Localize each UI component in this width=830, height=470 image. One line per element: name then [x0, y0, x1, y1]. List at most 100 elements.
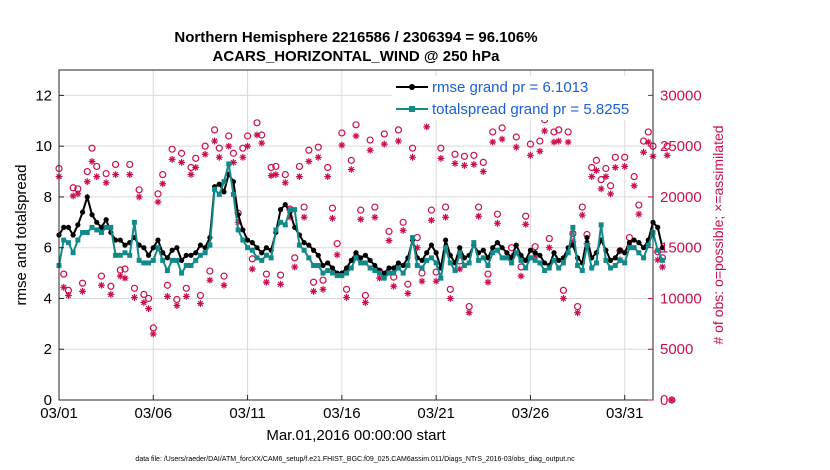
totalspread-point [452, 268, 458, 274]
totalspread-point [367, 265, 373, 271]
totalspread-point [631, 245, 637, 251]
totalspread-point [197, 252, 203, 258]
totalspread-point [414, 262, 420, 268]
obs-assimilated-point [314, 153, 322, 161]
rmse-point [325, 260, 331, 266]
obs-possible-point [522, 212, 530, 220]
rmse-point [433, 250, 439, 256]
obs-possible-point [578, 203, 586, 211]
obs-assimilated-point [456, 265, 464, 273]
totalspread-point [551, 257, 557, 263]
rmse-point [636, 240, 642, 246]
totalspread-point [542, 268, 548, 274]
obs-assimilated-point [197, 300, 204, 307]
rmse-point [386, 265, 392, 271]
obs-assimilated-point [390, 282, 398, 290]
totalspread-point [146, 260, 152, 266]
rmse-point [103, 217, 109, 223]
obs-possible-point [295, 162, 304, 171]
obs-possible-point [324, 163, 332, 172]
rmse-point [367, 257, 373, 263]
totalspread-point [537, 260, 543, 266]
totalspread-point [320, 270, 326, 276]
totalspread-point [94, 227, 100, 233]
obs-assimilated-point [470, 161, 478, 168]
totalspread-point [395, 265, 401, 271]
rmse-point [145, 252, 152, 258]
obs-assimilated-point [545, 244, 553, 252]
rmse-point [216, 181, 222, 187]
totalspread-point [202, 250, 208, 256]
totalspread-point [457, 250, 463, 256]
rmse-point [640, 245, 647, 251]
totalspread-point [103, 224, 109, 230]
totalspread-point [461, 262, 467, 268]
obs-possible-point [408, 144, 417, 152]
obs-assimilated-point [569, 238, 577, 245]
obs-assimilated-point [329, 214, 336, 222]
obs-assimilated-point [201, 150, 209, 158]
y-axis-ticks: 0 2 4 6 8 10 12 [35, 87, 64, 409]
totalspread-point [117, 252, 123, 258]
totalspread-point [655, 247, 661, 253]
totalspread-point [179, 270, 185, 276]
rmse-point [523, 257, 529, 263]
obs-assimilated-point [352, 132, 360, 140]
obs-possible-point [545, 234, 553, 243]
obs-assimilated-point [347, 166, 355, 173]
obs-assimilated-point [225, 142, 233, 150]
totalspread-point [344, 270, 350, 276]
totalspread-point [438, 275, 444, 281]
totalspread-point [259, 257, 265, 263]
y2-tick-label: 0 [660, 392, 668, 409]
obs-possible-point [451, 150, 459, 158]
obs-possible-point [663, 142, 671, 150]
y-tick-label: 0 [44, 392, 52, 409]
totalspread-point [315, 262, 321, 268]
obs-possible-point [371, 203, 379, 211]
totalspread-point [65, 240, 71, 246]
y2-tick-label: 20000 [660, 189, 702, 206]
totalspread-point [254, 255, 260, 261]
y-axis-label: rmse and totalspread [13, 165, 30, 306]
totalspread-point [527, 255, 533, 261]
obs-possible-point [611, 153, 619, 161]
obs-assimilated-point [131, 294, 138, 301]
obs-assimilated-point [187, 171, 195, 178]
rmse-point [607, 257, 614, 263]
totalspread-point [381, 275, 387, 281]
obs-assimilated-point [446, 295, 454, 302]
legend-label-spread: totalspread grand pr = 5.8255 [432, 101, 629, 118]
obs-possible-point [192, 154, 200, 162]
obs-possible-point [493, 210, 502, 218]
obs-assimilated-point [366, 146, 374, 154]
totalspread-point [612, 262, 618, 268]
totalspread-point [617, 257, 623, 263]
obs-possible-point [314, 143, 322, 151]
totalspread-point [471, 240, 477, 246]
obs-possible-point [404, 280, 412, 288]
obs-assimilated-point [517, 272, 525, 280]
x-tick-label: 03/26 [512, 405, 550, 422]
obs-assimilated-point [413, 244, 421, 252]
totalspread-point [353, 255, 359, 261]
obs-assimilated-point [159, 180, 167, 188]
obs-assimilated-point [621, 163, 629, 170]
x-axis-ticks: 03/01 03/06 03/11 03/16 03/21 03/26 03/31 [40, 395, 643, 422]
plot-frame [58, 69, 654, 401]
totalspread-point [339, 273, 345, 279]
rmse-point [343, 265, 350, 271]
obs-assimilated-point [663, 151, 671, 159]
totalspread-point [645, 242, 651, 248]
rmse-point [188, 252, 194, 258]
obs-assimilated-point [164, 293, 171, 300]
totalspread-point [358, 260, 364, 266]
totalspread-point [584, 242, 590, 248]
totalspread-point [485, 262, 491, 268]
obs-assimilated-point [305, 157, 313, 165]
obs-possible-point [229, 149, 238, 157]
obs-assimilated-point [635, 210, 643, 218]
totalspread-point [75, 237, 81, 243]
rmse-point [94, 219, 100, 225]
totalspread-point [80, 229, 86, 235]
